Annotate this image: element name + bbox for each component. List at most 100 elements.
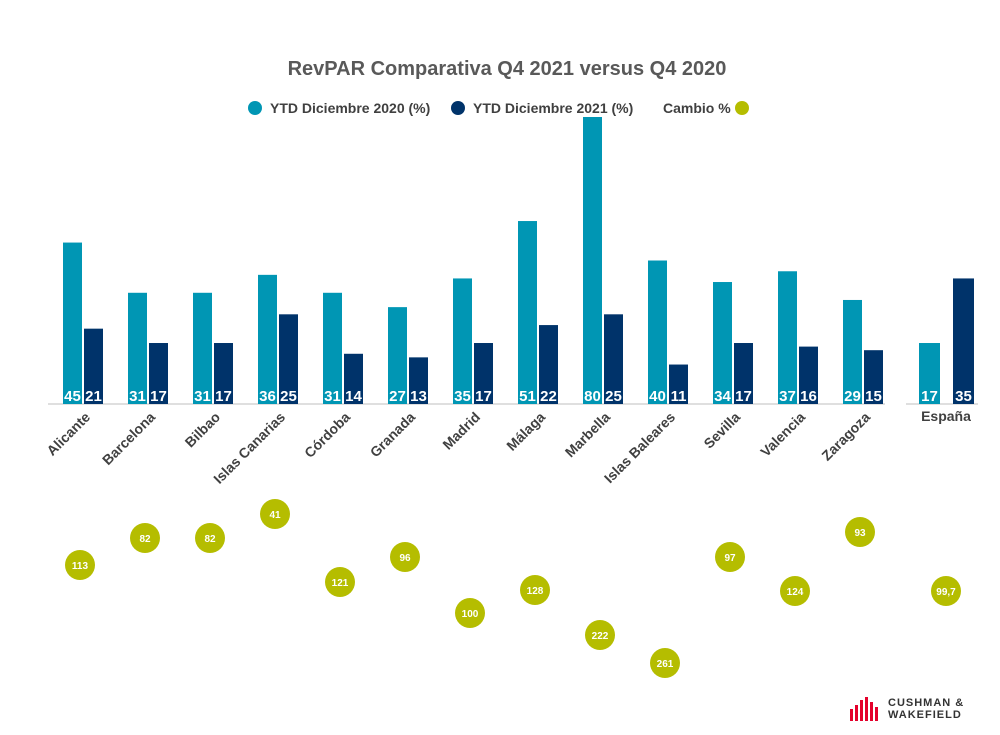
bar-2021-valencia [799,346,818,404]
bar-2021-islas-canarias [279,314,298,404]
change-bubble-barcelona [130,523,160,553]
change-bubble-islas-canarias [260,499,290,529]
change-bubble-zaragoza [845,517,875,547]
change-bubble-cordoba [325,567,355,597]
bar-label-2021-granada: 13 [410,388,427,405]
change-bubble-sevilla [715,542,745,572]
change-bubble-marbella [585,620,615,650]
bar-2021-marbella [604,314,623,404]
bar-label-2020-sevilla: 34 [714,388,731,405]
category-label-zaragoza: Zaragoza [818,409,873,464]
change-label-sevilla: 97 [724,553,736,564]
bar-2021-granada [409,357,428,404]
change-bubble-islas-baleares [650,648,680,678]
bar-label-2020-marbella: 80 [584,388,601,405]
logo-mark-icon [850,697,878,721]
bar-2020-madrid [453,278,472,404]
legend: YTD Diciembre 2020 (%) YTD Diciembre 202… [248,100,749,116]
bar-label-2020-madrid: 35 [454,388,471,405]
bar-label-2020-cordoba: 31 [324,388,341,405]
change-label-islas-baleares: 261 [657,659,674,670]
change-label-madrid: 100 [462,609,479,620]
bar-2021-madrid [474,343,493,404]
logo-line-2: WAKEFIELD [888,709,962,721]
bar-label-2021-marbella: 25 [605,388,622,405]
change-label-cordoba: 121 [332,578,349,589]
bar-2021-espana [953,278,974,404]
bar-2021-sevilla [734,343,753,404]
bar-label-2020-malaga: 51 [519,388,536,405]
change-label-valencia: 124 [787,587,804,598]
category-label-alicante: Alicante [43,409,93,459]
bar-label-2021-espana: 35 [955,388,972,405]
bar-2020-islas-baleares [648,260,667,404]
category-label-valencia: Valencia [757,409,808,460]
bars-group [63,117,974,404]
bar-2020-sevilla [713,282,732,404]
bar-2020-barcelona [128,292,147,404]
bar-2021-bilbao [214,343,233,404]
change-label-zaragoza: 93 [854,528,866,539]
bar-2021-islas-baleares [669,364,688,404]
bar-2020-bilbao [193,292,212,404]
bar-label-2020-granada: 27 [389,388,406,405]
bar-2020-malaga [518,221,537,404]
change-label-espana: 99,7 [936,587,956,598]
bar-label-2020-barcelona: 31 [129,388,146,405]
change-bubble-espana [931,576,961,606]
change-label-marbella: 222 [592,631,609,642]
bar-label-2020-valencia: 37 [779,388,796,405]
bar-2020-islas-canarias [258,274,277,404]
bar-label-2020-islas-canarias: 36 [259,388,276,405]
bar-2021-malaga [539,325,558,404]
bar-label-2020-alicante: 45 [64,388,81,405]
legend-marker-cambio [735,101,749,115]
bar-label-2021-islas-canarias: 25 [280,388,297,405]
bar-label-2020-bilbao: 31 [194,388,211,405]
chart-title: RevPAR Comparativa Q4 2021 versus Q4 202… [288,58,727,80]
bar-label-2021-islas-baleares: 11 [671,388,687,405]
bar-2020-alicante [63,242,82,404]
change-bubbles-group: 113 82 82 41 121 96 100 128 222 261 97 124 93 99,7 [65,499,961,678]
change-label-alicante: 113 [72,561,89,572]
legend-label-cambio: Cambio % [663,100,731,116]
bar-label-2021-cordoba: 14 [345,388,362,405]
bar-2020-cordoba [323,292,342,404]
change-bubble-malaga [520,575,550,605]
bar-label-2020-zaragoza: 29 [844,388,861,405]
change-label-barcelona: 82 [139,534,151,545]
category-label-granada: Granada [367,409,419,461]
category-label-espana: España [921,408,971,424]
legend-marker-2020 [248,101,262,115]
category-label-bilbao: Bilbao [182,409,224,451]
legend-label-2021: YTD Diciembre 2021 (%) [473,100,633,116]
change-bubble-madrid [455,598,485,628]
bar-label-2021-bilbao: 17 [215,388,232,405]
bar-2021-barcelona [149,343,168,404]
bar-label-2021-zaragoza: 15 [865,388,882,405]
category-label-sevilla: Sevilla [700,409,743,452]
change-label-islas-canarias: 41 [269,510,281,521]
category-label-cordoba: Córdoba [301,409,353,461]
bar-2020-marbella [583,117,602,404]
bar-2020-valencia [778,271,797,404]
logo-line-1: CUSHMAN & [888,697,965,709]
bar-label-2021-valencia: 16 [800,388,817,405]
bar-label-2021-barcelona: 17 [150,388,167,405]
bar-label-2021-madrid: 17 [475,388,492,405]
bar-label-2021-alicante: 21 [85,388,102,405]
bar-2021-alicante [84,328,103,404]
bar-2021-cordoba [344,353,363,404]
bar-label-2021-malaga: 22 [540,388,557,405]
bar-2021-zaragoza [864,350,883,404]
category-label-marbella: Marbella [562,409,614,461]
change-bubble-granada [390,542,420,572]
change-label-granada: 96 [399,553,411,564]
bar-2020-zaragoza [843,299,862,404]
change-label-malaga: 128 [527,586,544,597]
legend-label-2020: YTD Diciembre 2020 (%) [270,100,430,116]
bar-2020-espana [919,343,940,404]
bar-label-2020-islas-baleares: 40 [649,388,666,405]
